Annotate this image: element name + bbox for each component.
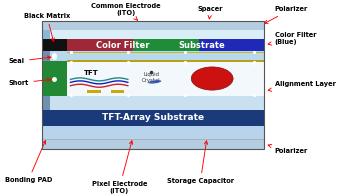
Bar (42, 30, 265, 39)
Text: Pixel Electrode
(ITO): Pixel Electrode (ITO) (92, 141, 147, 194)
Bar (42, 61, 67, 96)
Text: Color Filter: Color Filter (96, 41, 149, 50)
Bar (67, 39, 133, 51)
Text: Short: Short (8, 78, 51, 86)
Bar (42, 51, 50, 62)
Text: TFT-Array Substrate: TFT-Array Substrate (102, 113, 204, 122)
Text: Polarizer: Polarizer (268, 144, 308, 154)
Bar (42, 51, 265, 62)
Bar (42, 96, 265, 110)
Bar (67, 62, 265, 96)
Ellipse shape (148, 80, 161, 84)
Text: Common Electrode
(ITO): Common Electrode (ITO) (91, 3, 161, 20)
Bar (42, 39, 265, 51)
Circle shape (191, 67, 233, 90)
Bar (42, 110, 265, 126)
Bar (42, 139, 265, 149)
Text: Polarizer: Polarizer (264, 6, 308, 23)
Bar (42, 21, 265, 149)
Text: Seal: Seal (8, 56, 51, 64)
Text: Bonding PAD: Bonding PAD (5, 141, 52, 183)
Bar (42, 96, 50, 110)
Bar (42, 30, 50, 39)
Bar (199, 39, 265, 51)
Bar (88, 90, 101, 93)
Bar (111, 90, 125, 93)
Text: Substrate: Substrate (178, 41, 225, 50)
Bar (67, 52, 265, 53)
Text: Storage Capacitor: Storage Capacitor (167, 141, 234, 184)
Text: TFT: TFT (84, 70, 99, 76)
Bar (42, 126, 265, 139)
Bar (42, 39, 67, 51)
Bar (133, 39, 199, 51)
Text: Black Matrix: Black Matrix (24, 13, 70, 41)
Text: Spacer: Spacer (198, 6, 223, 19)
Text: Color Filter
(Blue): Color Filter (Blue) (268, 32, 316, 45)
Bar (42, 21, 265, 30)
Bar (67, 60, 265, 62)
Text: Liquid
Crystal: Liquid Crystal (142, 72, 161, 83)
Text: Alignment Layer: Alignment Layer (268, 81, 335, 91)
